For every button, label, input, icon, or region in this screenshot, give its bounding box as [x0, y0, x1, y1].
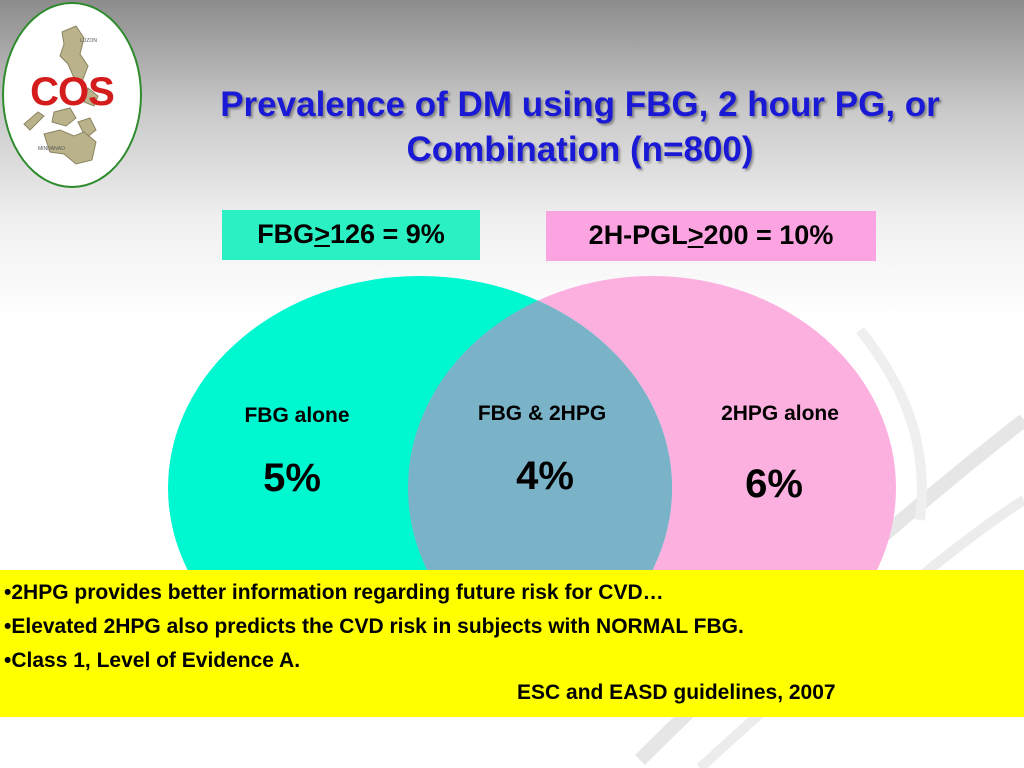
note-item-1: •2HPG provides better information regard…	[4, 581, 664, 604]
cos-logo: LUZON MINDANAO COS	[2, 2, 142, 188]
slide-title: Prevalence of DM using FBG, 2 hour PG, o…	[150, 82, 1010, 172]
citation: ESC and EASD guidelines, 2007	[517, 681, 836, 704]
pgl-label-prefix: 2H-PGL	[588, 220, 688, 250]
note-item-2: •Elevated 2HPG also predicts the CVD ris…	[4, 615, 744, 638]
pg-alone-value: 6%	[745, 462, 803, 506]
title-line-2: Combination (n=800)	[406, 130, 754, 169]
pgl-label-operator: >	[687, 220, 704, 250]
title-line-1: Prevalence of DM using FBG, 2 hour PG, o…	[220, 85, 940, 124]
findings-note-box: •2HPG provides better information regard…	[0, 570, 1024, 717]
pgl-label-suffix: 200 = 10%	[703, 220, 834, 250]
fbg-label-operator: >	[314, 219, 330, 249]
fbg-label-box: FBG>126 = 9%	[222, 210, 480, 260]
fbg-label-suffix: 126 = 9%	[329, 219, 445, 249]
philippines-map-icon: LUZON MINDANAO	[23, 25, 99, 165]
fbg-alone-value: 5%	[263, 456, 321, 500]
logo-text: COS	[30, 70, 115, 114]
pgl-label-box: 2H-PGL>200 = 10%	[546, 211, 876, 261]
both-label: FBG & 2HPG	[477, 402, 607, 425]
fbg-alone-label: FBG alone	[244, 404, 350, 427]
map-label-luzon: LUZON	[80, 38, 97, 44]
pg-alone-label: 2HPG alone	[721, 402, 839, 425]
note-item-3: •Class 1, Level of Evidence A.	[4, 649, 301, 672]
both-value: 4%	[516, 454, 574, 498]
map-label-mindanao: MINDANAO	[38, 146, 65, 152]
fbg-label-prefix: FBG	[257, 219, 315, 249]
